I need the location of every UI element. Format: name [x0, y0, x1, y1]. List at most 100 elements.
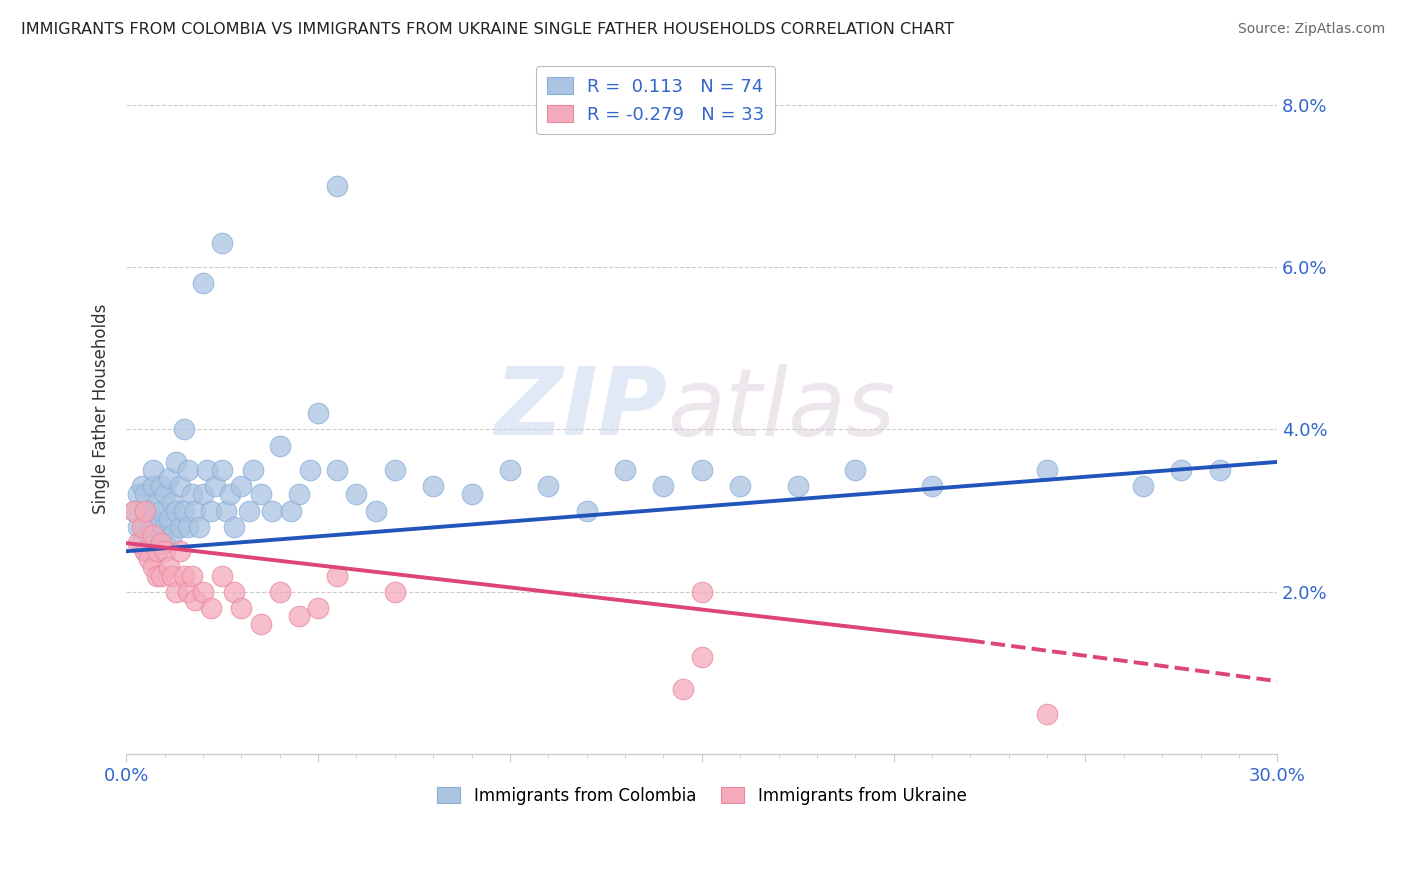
Point: [142, 479, 165, 493]
Point: [1036, 706, 1059, 721]
Point: [280, 503, 302, 517]
Point: [153, 536, 176, 550]
Point: [460, 487, 482, 501]
Point: [165, 503, 187, 517]
Point: [249, 487, 271, 501]
Point: [222, 584, 245, 599]
Point: [176, 463, 198, 477]
Point: [146, 544, 169, 558]
Point: [1132, 479, 1154, 493]
Point: [169, 479, 191, 493]
Point: [184, 503, 207, 517]
Point: [169, 544, 191, 558]
Point: [215, 503, 238, 517]
Point: [142, 463, 165, 477]
Point: [326, 463, 349, 477]
Point: [173, 568, 195, 582]
Point: [127, 487, 149, 501]
Point: [211, 235, 233, 250]
Point: [191, 584, 214, 599]
Point: [127, 520, 149, 534]
Point: [138, 528, 160, 542]
Point: [231, 601, 253, 615]
Point: [165, 584, 187, 599]
Point: [191, 277, 214, 291]
Point: [138, 503, 160, 517]
Point: [146, 495, 169, 509]
Point: [269, 439, 291, 453]
Point: [262, 503, 284, 517]
Point: [157, 471, 180, 485]
Point: [184, 593, 207, 607]
Point: [134, 503, 156, 517]
Point: [384, 584, 406, 599]
Point: [1170, 463, 1192, 477]
Point: [921, 479, 943, 493]
Point: [288, 487, 311, 501]
Point: [844, 463, 866, 477]
Point: [134, 487, 156, 501]
Text: IMMIGRANTS FROM COLOMBIA VS IMMIGRANTS FROM UKRAINE SINGLE FATHER HOUSEHOLDS COR: IMMIGRANTS FROM COLOMBIA VS IMMIGRANTS F…: [21, 22, 955, 37]
Point: [173, 503, 195, 517]
Point: [149, 536, 172, 550]
Point: [131, 536, 153, 550]
Point: [238, 503, 260, 517]
Point: [326, 178, 349, 193]
Point: [127, 536, 149, 550]
Point: [176, 520, 198, 534]
Point: [269, 584, 291, 599]
Point: [200, 503, 222, 517]
Point: [249, 617, 271, 632]
Point: [1036, 463, 1059, 477]
Point: [219, 487, 242, 501]
Point: [671, 682, 693, 697]
Point: [537, 479, 560, 493]
Point: [146, 544, 169, 558]
Point: [162, 568, 184, 582]
Point: [307, 406, 329, 420]
Point: [149, 479, 172, 493]
Point: [364, 503, 387, 517]
Point: [728, 479, 751, 493]
Point: [200, 601, 222, 615]
Point: [195, 463, 218, 477]
Point: [346, 487, 368, 501]
Point: [690, 584, 713, 599]
Point: [326, 568, 349, 582]
Point: [231, 479, 253, 493]
Point: [422, 479, 444, 493]
Y-axis label: Single Father Households: Single Father Households: [93, 304, 110, 515]
Point: [307, 601, 329, 615]
Legend: Immigrants from Colombia, Immigrants from Ukraine: Immigrants from Colombia, Immigrants fro…: [427, 777, 977, 815]
Point: [211, 568, 233, 582]
Point: [211, 463, 233, 477]
Point: [652, 479, 675, 493]
Point: [122, 503, 145, 517]
Point: [288, 609, 311, 624]
Point: [176, 584, 198, 599]
Point: [188, 520, 211, 534]
Point: [162, 495, 184, 509]
Point: [134, 520, 156, 534]
Point: [149, 503, 172, 517]
Point: [242, 463, 264, 477]
Text: Source: ZipAtlas.com: Source: ZipAtlas.com: [1237, 22, 1385, 37]
Point: [138, 552, 160, 566]
Point: [169, 520, 191, 534]
Point: [162, 528, 184, 542]
Point: [134, 544, 156, 558]
Point: [146, 568, 169, 582]
Point: [131, 520, 153, 534]
Point: [153, 544, 176, 558]
Point: [180, 487, 202, 501]
Point: [165, 455, 187, 469]
Point: [142, 512, 165, 526]
Point: [149, 568, 172, 582]
Point: [142, 528, 165, 542]
Point: [1208, 463, 1230, 477]
Point: [157, 512, 180, 526]
Point: [146, 520, 169, 534]
Point: [690, 463, 713, 477]
Point: [384, 463, 406, 477]
Point: [173, 422, 195, 436]
